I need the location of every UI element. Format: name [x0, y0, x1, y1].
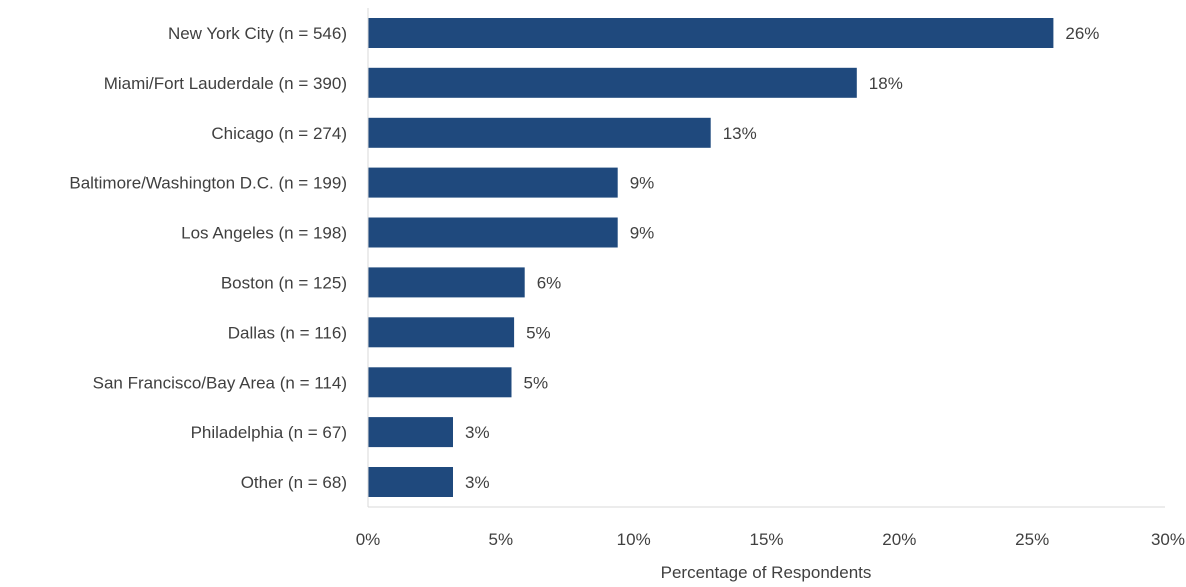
bar	[368, 367, 512, 398]
bar-value-label: 6%	[537, 273, 562, 292]
category-label: San Francisco/Bay Area (n = 114)	[93, 373, 347, 392]
bar-value-label: 26%	[1065, 24, 1099, 43]
bar-value-label: 9%	[630, 174, 655, 193]
bar	[368, 117, 711, 148]
category-label: Los Angeles (n = 198)	[181, 224, 347, 243]
x-tick-labels-group: 0% 5% 10% 15% 20% 25% 30%	[356, 530, 1185, 549]
x-tick-label: 0%	[356, 530, 381, 549]
bar	[368, 67, 857, 98]
bar	[368, 317, 515, 348]
bar-value-label: 13%	[723, 124, 757, 143]
x-axis-title: Percentage of Respondents	[661, 563, 872, 582]
category-label: Dallas (n = 116)	[228, 323, 347, 342]
category-label: Baltimore/Washington D.C. (n = 199)	[69, 174, 347, 193]
bar-value-label: 5%	[526, 323, 551, 342]
bar-value-label: 3%	[465, 423, 490, 442]
value-labels-group: 26% 18% 13% 9% 9% 6% 5% 5% 3% 3%	[465, 24, 1099, 492]
bar-value-label: 18%	[869, 74, 903, 93]
x-tick-label: 20%	[882, 530, 916, 549]
bar	[368, 417, 453, 448]
bar-value-label: 5%	[524, 373, 549, 392]
bar-value-label: 9%	[630, 224, 655, 243]
category-label: Boston (n = 125)	[221, 273, 347, 292]
x-tick-label: 5%	[489, 530, 514, 549]
x-tick-label: 15%	[749, 530, 783, 549]
category-label: Miami/Fort Lauderdale (n = 390)	[104, 74, 347, 93]
bar	[368, 217, 618, 248]
bar	[368, 467, 453, 497]
bars-group	[368, 18, 1054, 497]
bar	[368, 267, 525, 298]
category-label: Other (n = 68)	[241, 473, 347, 492]
category-labels-group: New York City (n = 546) Miami/Fort Lauder…	[69, 24, 347, 492]
bar	[368, 167, 618, 198]
x-tick-label: 30%	[1151, 530, 1185, 549]
x-tick-label: 25%	[1015, 530, 1049, 549]
bar-value-label: 3%	[465, 473, 490, 492]
category-label: Philadelphia (n = 67)	[191, 423, 347, 442]
x-tick-label: 10%	[617, 530, 651, 549]
bar	[368, 18, 1054, 48]
category-label: New York City (n = 546)	[168, 24, 347, 43]
category-label: Chicago (n = 274)	[211, 124, 347, 143]
